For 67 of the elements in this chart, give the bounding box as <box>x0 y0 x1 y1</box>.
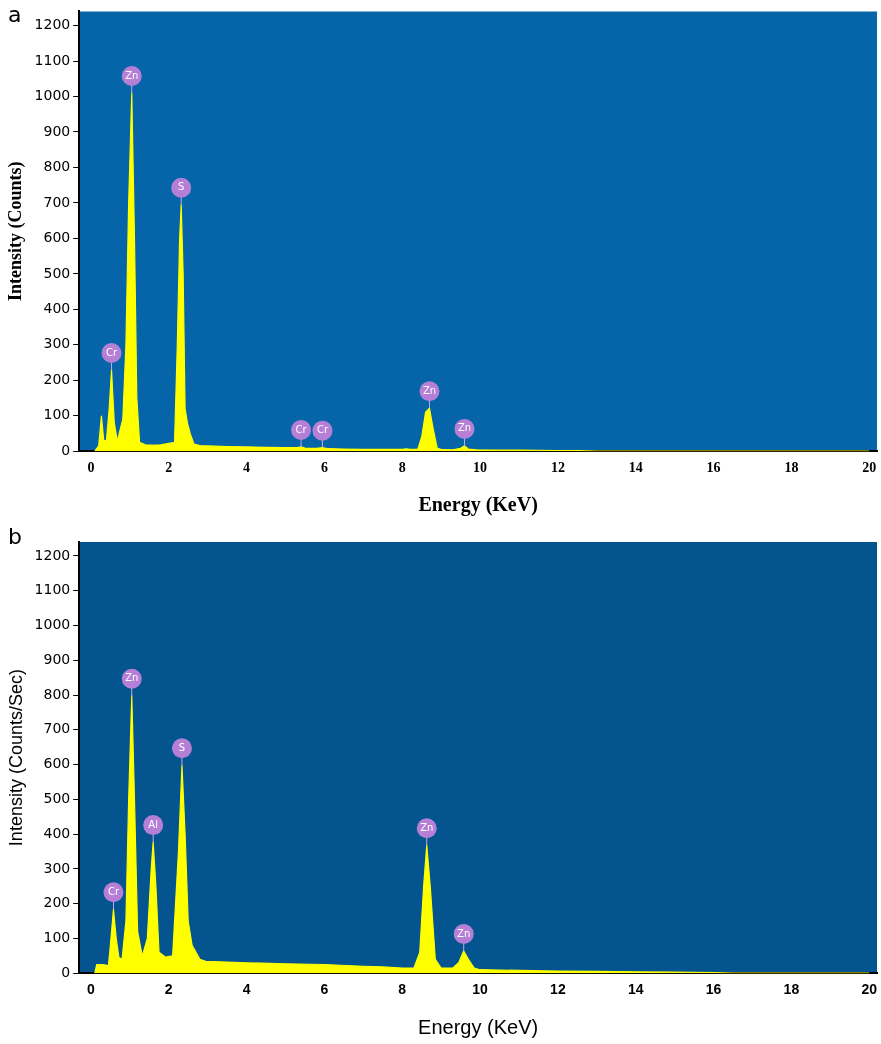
x-tick-label: 4 <box>243 460 251 476</box>
x-tick-label: 4 <box>242 981 251 998</box>
y-tick-label: 200 <box>43 370 71 387</box>
annotation: Cr <box>295 423 308 435</box>
annotation: Cr <box>105 346 118 358</box>
y-tick-label: 100 <box>43 929 71 946</box>
annotation: Zn <box>125 672 139 684</box>
y-tick-label: 100 <box>43 406 71 423</box>
annotation: Al <box>148 818 158 830</box>
y-tick-label: 700 <box>43 193 71 210</box>
annotation: S <box>178 181 185 193</box>
y-tick-label: 200 <box>43 894 71 911</box>
x-tick-label: 2 <box>164 981 173 998</box>
x-tick-label: 16 <box>706 460 721 476</box>
annotation: Cr <box>316 424 329 436</box>
y-tick-label: 1200 <box>34 546 71 563</box>
y-tick-label: 300 <box>43 859 71 876</box>
x-tick-label: 6 <box>320 460 328 476</box>
chart-title: a <box>8 2 22 27</box>
x-tick-label: 8 <box>398 981 407 998</box>
annotation: S <box>178 741 186 753</box>
x-tick-label: 0 <box>87 460 95 476</box>
y-tick-label: 600 <box>43 755 71 772</box>
x-tick-label: 18 <box>783 981 800 998</box>
y-axis-title: Intensity (Counts) <box>5 161 27 302</box>
y-tick-label: 0 <box>61 441 71 458</box>
chart-title: b <box>8 524 22 549</box>
x-axis-title: Energy (KeV) <box>418 1015 539 1038</box>
annotation: Zn <box>125 69 139 81</box>
x-tick-label: 12 <box>550 981 566 998</box>
x-tick-label: 14 <box>627 981 644 998</box>
y-tick-label: 1100 <box>34 581 71 598</box>
y-tick-label: 1100 <box>34 51 71 68</box>
annotation: Zn <box>457 422 472 434</box>
y-tick-label: 0 <box>61 963 71 980</box>
y-tick-label: 700 <box>43 720 71 737</box>
x-tick-label: 8 <box>398 460 406 476</box>
y-tick-label: 500 <box>43 264 71 281</box>
x-axis-title: Energy (KeV) <box>418 493 538 517</box>
x-tick-label: 0 <box>87 981 96 998</box>
x-tick-label: 6 <box>320 981 329 998</box>
y-tick-label: 1000 <box>34 616 71 633</box>
y-tick-label: 800 <box>43 158 71 175</box>
x-tick-label: 10 <box>472 981 489 998</box>
y-axis-title: Intensity (Counts/Sec) <box>5 669 26 847</box>
y-tick-label: 1200 <box>34 16 71 33</box>
y-tick-label: 600 <box>43 229 71 246</box>
y-tick-label: 500 <box>43 789 71 806</box>
annotation: Cr <box>107 885 120 897</box>
x-tick-label: 14 <box>628 460 643 476</box>
x-tick-label: 10 <box>473 460 488 476</box>
x-tick-label: 20 <box>862 460 877 476</box>
y-tick-label: 900 <box>43 122 71 139</box>
annotation: Zn <box>422 384 437 396</box>
y-tick-label: 800 <box>43 685 71 702</box>
y-tick-label: 400 <box>43 824 71 841</box>
annotation: Zn <box>420 821 434 833</box>
x-tick-label: 12 <box>550 460 565 476</box>
y-tick-label: 300 <box>43 335 71 352</box>
annotation: Zn <box>457 927 471 939</box>
y-tick-label: 900 <box>43 650 71 667</box>
x-tick-label: 18 <box>784 460 799 476</box>
x-tick-label: 20 <box>861 981 878 998</box>
x-tick-label: 16 <box>705 981 722 998</box>
y-tick-label: 1000 <box>34 87 71 104</box>
x-tick-label: 2 <box>165 460 173 476</box>
y-tick-label: 400 <box>43 299 71 316</box>
